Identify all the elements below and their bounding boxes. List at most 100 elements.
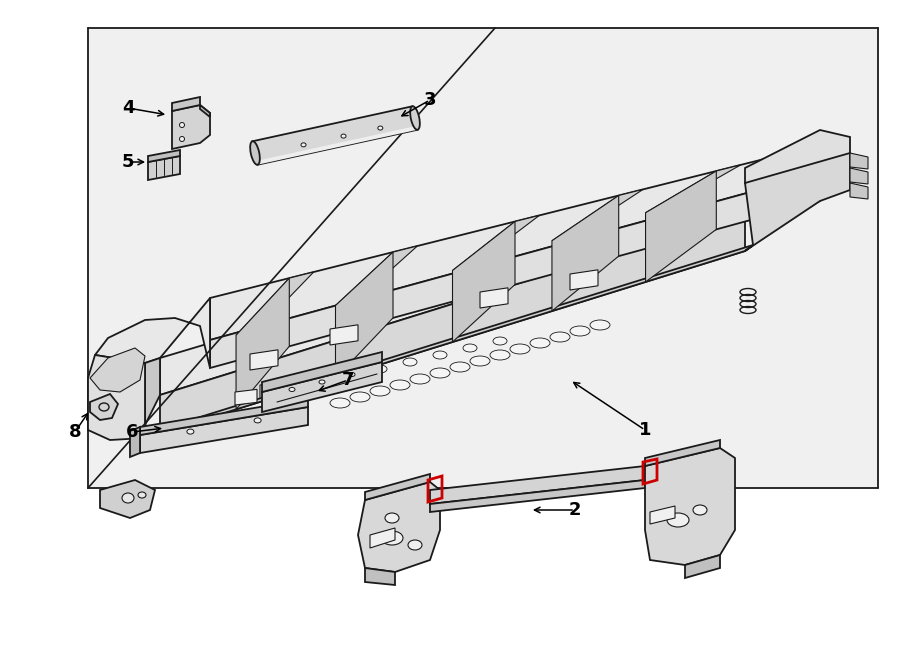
Polygon shape <box>365 474 430 500</box>
Text: 1: 1 <box>639 421 652 439</box>
Polygon shape <box>90 348 145 392</box>
Polygon shape <box>200 105 210 117</box>
Ellipse shape <box>122 493 134 503</box>
Polygon shape <box>236 272 314 335</box>
Polygon shape <box>262 362 382 412</box>
Ellipse shape <box>250 141 260 165</box>
Ellipse shape <box>403 358 417 366</box>
Polygon shape <box>172 105 210 149</box>
Polygon shape <box>160 245 753 433</box>
Polygon shape <box>650 506 675 524</box>
Polygon shape <box>140 399 308 435</box>
Polygon shape <box>453 221 515 342</box>
Ellipse shape <box>319 380 325 384</box>
Polygon shape <box>480 288 508 308</box>
Ellipse shape <box>410 374 430 384</box>
Ellipse shape <box>450 362 470 372</box>
Polygon shape <box>745 145 850 251</box>
Polygon shape <box>745 130 850 183</box>
Polygon shape <box>295 376 317 392</box>
Ellipse shape <box>433 351 447 359</box>
Polygon shape <box>140 407 308 453</box>
Polygon shape <box>148 150 180 162</box>
Ellipse shape <box>330 398 350 408</box>
Text: 5: 5 <box>122 153 134 171</box>
Ellipse shape <box>254 418 261 423</box>
Polygon shape <box>95 298 210 368</box>
Polygon shape <box>850 153 868 169</box>
Polygon shape <box>172 97 200 111</box>
Ellipse shape <box>390 380 410 390</box>
Ellipse shape <box>187 429 194 434</box>
Polygon shape <box>430 466 645 504</box>
Polygon shape <box>236 278 289 409</box>
Text: 4: 4 <box>122 99 134 117</box>
Polygon shape <box>210 145 820 340</box>
Polygon shape <box>365 568 395 585</box>
Ellipse shape <box>667 513 689 527</box>
Ellipse shape <box>530 338 550 348</box>
Polygon shape <box>160 201 820 395</box>
Polygon shape <box>685 555 720 578</box>
Ellipse shape <box>490 350 510 360</box>
Ellipse shape <box>373 365 387 373</box>
Ellipse shape <box>550 332 570 342</box>
Ellipse shape <box>430 368 450 378</box>
Polygon shape <box>850 168 868 184</box>
Ellipse shape <box>693 505 707 515</box>
Polygon shape <box>570 270 598 290</box>
Polygon shape <box>160 183 745 395</box>
Polygon shape <box>210 173 820 368</box>
Polygon shape <box>552 196 618 311</box>
Text: 7: 7 <box>342 371 355 389</box>
Ellipse shape <box>341 134 346 138</box>
Polygon shape <box>370 528 395 548</box>
Ellipse shape <box>410 106 419 130</box>
Polygon shape <box>235 389 257 405</box>
Ellipse shape <box>301 143 306 147</box>
Ellipse shape <box>179 137 184 141</box>
Ellipse shape <box>349 373 355 377</box>
Polygon shape <box>260 382 282 398</box>
Polygon shape <box>100 480 155 518</box>
Ellipse shape <box>385 513 399 523</box>
Polygon shape <box>160 213 745 433</box>
Polygon shape <box>430 480 645 512</box>
Polygon shape <box>88 28 878 488</box>
Polygon shape <box>88 355 160 440</box>
Polygon shape <box>330 325 358 345</box>
Ellipse shape <box>343 372 357 380</box>
Polygon shape <box>250 350 278 370</box>
Ellipse shape <box>350 392 370 402</box>
Polygon shape <box>90 394 118 420</box>
Ellipse shape <box>381 531 403 545</box>
Ellipse shape <box>463 344 477 352</box>
Polygon shape <box>252 106 418 165</box>
Polygon shape <box>645 448 735 565</box>
Polygon shape <box>262 352 382 392</box>
Ellipse shape <box>590 320 610 330</box>
Ellipse shape <box>470 356 490 366</box>
Text: 8: 8 <box>68 423 81 441</box>
Text: 6: 6 <box>126 423 139 441</box>
Polygon shape <box>130 427 140 457</box>
Polygon shape <box>453 215 539 270</box>
Ellipse shape <box>289 387 295 391</box>
Polygon shape <box>552 189 644 241</box>
Polygon shape <box>256 126 418 165</box>
Ellipse shape <box>570 326 590 336</box>
Polygon shape <box>336 246 418 305</box>
Polygon shape <box>145 358 160 425</box>
Polygon shape <box>336 252 393 378</box>
Polygon shape <box>358 482 440 572</box>
Ellipse shape <box>138 492 146 498</box>
Ellipse shape <box>179 122 184 128</box>
Polygon shape <box>645 440 720 466</box>
Ellipse shape <box>378 126 382 130</box>
Polygon shape <box>850 183 868 199</box>
Text: 2: 2 <box>569 501 581 519</box>
Polygon shape <box>645 171 716 282</box>
Polygon shape <box>645 165 741 213</box>
Ellipse shape <box>493 337 507 345</box>
Ellipse shape <box>408 540 422 550</box>
